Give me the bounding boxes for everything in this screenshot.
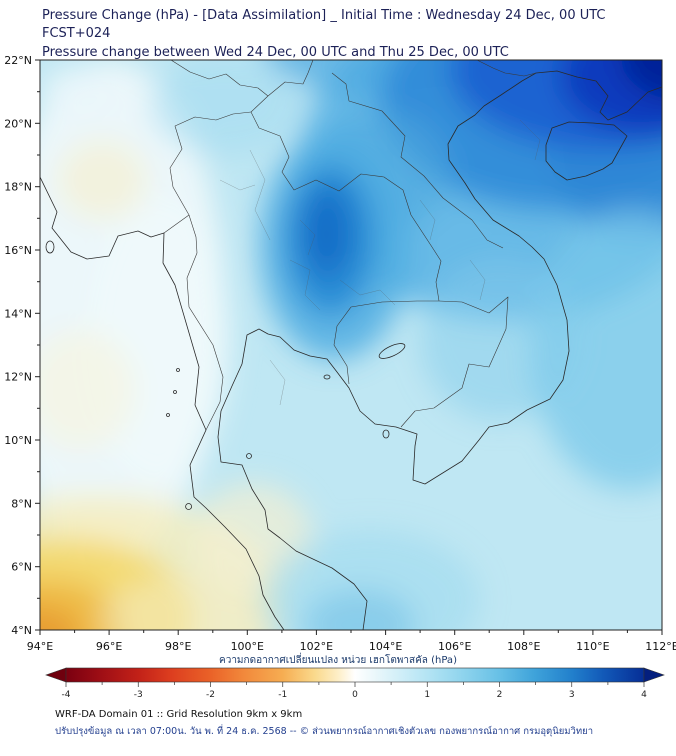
y-tick-label: 8°N [11,497,32,510]
x-tick-label: 94°E [27,640,53,653]
x-tick-label: 112°E [645,640,676,653]
header: Pressure Change (hPa) - [Data Assimilati… [42,7,676,62]
colorbar-tick-label: -4 [62,690,71,700]
colorbar-ticks [65,682,645,687]
tonle-sap-lake [378,343,406,359]
coastlines [40,70,662,630]
province-borders [219,119,541,406]
colorbar-tick-label: 4 [641,690,647,700]
title-line-1: Pressure Change (hPa) - [Data Assimilati… [42,8,606,41]
y-tick-label: 12°N [4,371,32,384]
colorbar-tick-label: 1 [424,690,430,700]
footer-update-info: ปรับปรุงข้อมูล ณ เวลา 07:00น. วัน พ. ที่… [55,726,594,737]
x-axis-labels: 94°E 96°E 98°E 100°E 102°E 104°E 106°E 1… [27,640,676,653]
colorbar-positive-arrow [643,667,665,683]
pressure-field [40,60,662,630]
x-tick-label: 110°E [576,640,609,653]
hainan-island [545,121,628,181]
colorbar-tick-labels: -4 -3 -2 -1 0 1 2 3 4 [62,690,648,700]
axis-ticks [35,59,663,635]
pressure-field-blobs [40,60,662,630]
title-line-2: Pressure change between Wed 24 Dec, 00 U… [42,45,509,60]
x-tick-label: 98°E [165,640,191,653]
y-tick-label: 4°N [11,624,32,637]
x-tick-label: 108°E [507,640,540,653]
x-tick-label: 106°E [438,640,471,653]
colorbar-tick-label: -3 [134,690,143,700]
y-tick-label: 14°N [4,307,32,320]
y-tick-label: 18°N [4,181,32,194]
colorbar-negative-arrow [45,667,67,683]
colorbar: -4 -3 -2 -1 0 1 2 3 4 [45,667,665,700]
footer-domain-info: WRF-DA Domain 01 :: Grid Resolution 9km … [55,709,303,720]
colorbar-gradient-bar [65,667,645,683]
y-tick-label: 10°N [4,434,32,447]
x-tick-label: 96°E [96,640,122,653]
colorbar-tick-label: 0 [352,690,358,700]
y-tick-label: 6°N [11,561,32,574]
x-tick-label: 104°E [369,640,402,653]
colorbar-tick-label: 2 [497,690,503,700]
colorbar-tick-label: -1 [278,690,287,700]
colorbar-tick-label: -2 [206,690,215,700]
x-tick-label: 102°E [300,640,333,653]
x-tick-label: 100°E [231,640,264,653]
country-borders [163,60,537,431]
colorbar-tick-label: 3 [569,690,575,700]
colorbar-label: ความกดอากาศเปลี่ยนแปลง หน่วย เฮกโตพาสคัล… [219,655,457,666]
y-axis-labels: 22°N 20°N 18°N 16°N 14°N 12°N 10°N 8°N 6… [4,54,32,637]
y-tick-label: 22°N [4,54,32,67]
y-tick-label: 20°N [4,117,32,130]
pressure-change-map: 22°N 20°N 18°N 16°N 14°N 12°N 10°N 8°N 6… [4,54,676,653]
y-tick-label: 16°N [4,244,32,257]
